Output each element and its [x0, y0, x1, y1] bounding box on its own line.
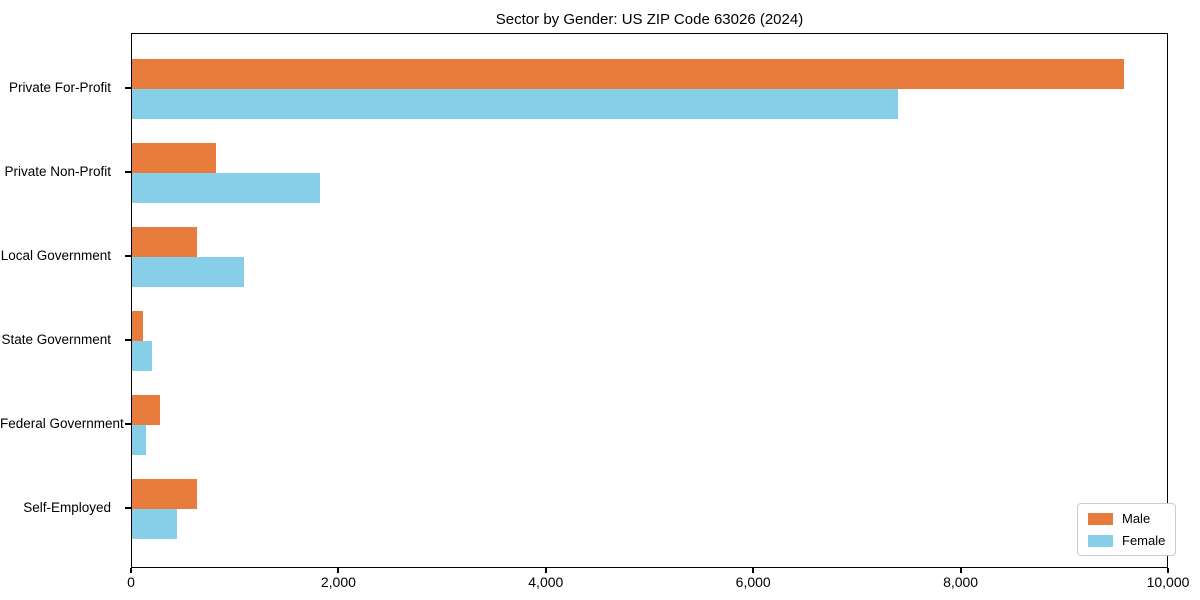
y-tick-mark	[125, 507, 131, 509]
y-axis-label-state-government: State Government	[1, 332, 111, 347]
y-axis-label-self-employed: Self-Employed	[23, 500, 111, 515]
y-axis-label-local-government: Local Government	[0, 248, 111, 263]
x-tick-mark	[1167, 568, 1169, 573]
bar-male-self-employed	[132, 479, 198, 509]
legend-swatch-female	[1088, 534, 1113, 547]
bar-male-private-non-profit	[132, 143, 216, 173]
y-tick-mark	[125, 255, 131, 257]
plot-area	[131, 33, 1168, 568]
bar-female-federal-government	[132, 425, 147, 455]
legend: Male Female	[1077, 503, 1177, 556]
x-tick-mark	[752, 568, 755, 573]
y-tick-mark	[125, 339, 131, 341]
x-tick-mark	[959, 568, 962, 573]
legend-label-female: Female	[1122, 533, 1166, 548]
y-tick-mark	[125, 171, 131, 173]
y-tick-mark	[125, 87, 131, 89]
y-axis-label-private-non-profit: Private Non-Profit	[4, 164, 111, 179]
bar-female-state-government	[132, 341, 152, 371]
legend-item-male: Male	[1088, 511, 1165, 526]
bar-male-private-for-profit	[132, 59, 1124, 89]
bar-female-self-employed	[132, 509, 177, 539]
bar-male-federal-government	[132, 395, 160, 425]
bar-male-state-government	[132, 311, 144, 341]
legend-swatch-male	[1088, 512, 1113, 525]
x-tick-label-6-000: 6,000	[735, 574, 771, 590]
bar-female-local-government	[132, 257, 244, 287]
legend-label-male: Male	[1122, 511, 1151, 526]
y-tick-mark	[125, 423, 131, 425]
x-tick-mark	[130, 568, 132, 573]
chart-title: Sector by Gender: US ZIP Code 63026 (202…	[495, 11, 804, 28]
bar-female-private-for-profit	[132, 89, 898, 119]
x-tick-mark	[337, 568, 340, 573]
x-tick-label-4-000: 4,000	[528, 574, 564, 590]
legend-item-female: Female	[1088, 533, 1165, 548]
x-tick-mark	[544, 568, 547, 573]
y-axis-label-private-for-profit: Private For-Profit	[8, 80, 111, 95]
x-tick-label-0: 0	[127, 574, 135, 590]
x-tick-label-2-000: 2,000	[320, 574, 356, 590]
bar-female-private-non-profit	[132, 173, 321, 203]
x-tick-label-8-000: 8,000	[943, 574, 979, 590]
bar-male-local-government	[132, 227, 198, 257]
y-axis-label-federal-government: Federal Government	[0, 416, 124, 431]
x-tick-label-10-000: 10,000	[1146, 574, 1190, 590]
